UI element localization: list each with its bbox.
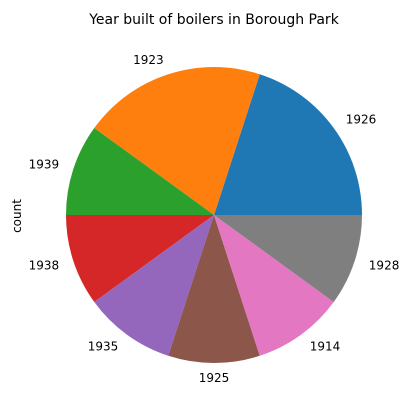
pie-slice-1939 bbox=[66, 128, 214, 215]
slice-label-1925: 1925 bbox=[199, 371, 230, 385]
pie-slice-1914 bbox=[214, 215, 334, 356]
slice-labels: 1926 1923 1939 1938 1935 1925 1914 1928 bbox=[29, 53, 400, 385]
pie-slice-1926 bbox=[214, 74, 362, 215]
pie-slice-1928 bbox=[214, 215, 362, 302]
slice-label-1914: 1914 bbox=[310, 340, 341, 354]
pie-slice-1923 bbox=[94, 67, 260, 215]
pie-slices bbox=[66, 67, 362, 363]
pie-slice-1935 bbox=[94, 215, 214, 356]
y-axis-label: count bbox=[10, 199, 24, 233]
slice-label-1923: 1923 bbox=[133, 53, 164, 67]
chart-title: Year built of boilers in Borough Park bbox=[88, 12, 339, 28]
slice-label-1928: 1928 bbox=[369, 258, 400, 272]
slice-label-1938: 1938 bbox=[29, 258, 60, 272]
slice-label-1926: 1926 bbox=[346, 112, 377, 126]
pie-slice-1938 bbox=[66, 215, 214, 302]
pie-slice-1925 bbox=[168, 215, 260, 363]
slice-label-1939: 1939 bbox=[29, 158, 60, 172]
slice-label-1935: 1935 bbox=[88, 340, 119, 354]
